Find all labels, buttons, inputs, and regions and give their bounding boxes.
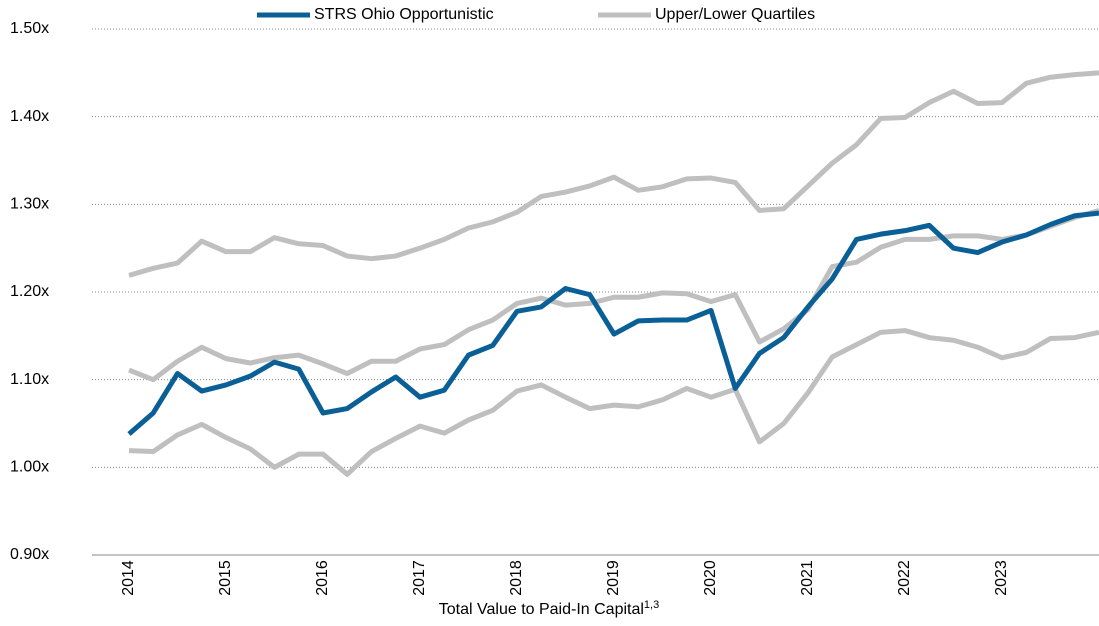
y-tick-label: 1.20x [10, 283, 49, 300]
x-tick-label: 2014 [120, 560, 137, 596]
x-axis-title: Total Value to Paid-In Capital [439, 601, 644, 618]
y-tick-label: 1.00x [10, 459, 49, 476]
x-axis-label: Total Value to Paid-In Capital1,3 [439, 599, 659, 618]
series-line [128, 70, 1099, 278]
y-tick-label: 1.40x [10, 108, 49, 125]
x-tick-label: 2019 [605, 560, 622, 596]
x-tick-label: 2015 [217, 560, 234, 596]
x-tick-label: 2017 [411, 560, 428, 596]
series-line [128, 208, 1099, 383]
x-tick-label: 2021 [799, 560, 816, 596]
x-axis-note: 1,3 [644, 599, 659, 611]
y-tick-label: 1.50x [10, 20, 49, 37]
legend-label: Upper/Lower Quartiles [655, 6, 815, 23]
series-line [127, 210, 1099, 436]
x-tick-label: 2020 [702, 560, 719, 596]
y-tick-label: 0.90x [10, 546, 49, 563]
x-tick-label: 2022 [896, 560, 913, 596]
series-line [128, 328, 1099, 477]
y-tick-label: 1.10x [10, 371, 49, 388]
y-tick-label: 1.30x [10, 196, 49, 213]
x-tick-label: 2023 [993, 560, 1010, 596]
x-tick-label: 2016 [314, 560, 331, 596]
x-tick-label: 2018 [508, 560, 525, 596]
legend-label: STRS Ohio Opportunistic [314, 6, 494, 23]
